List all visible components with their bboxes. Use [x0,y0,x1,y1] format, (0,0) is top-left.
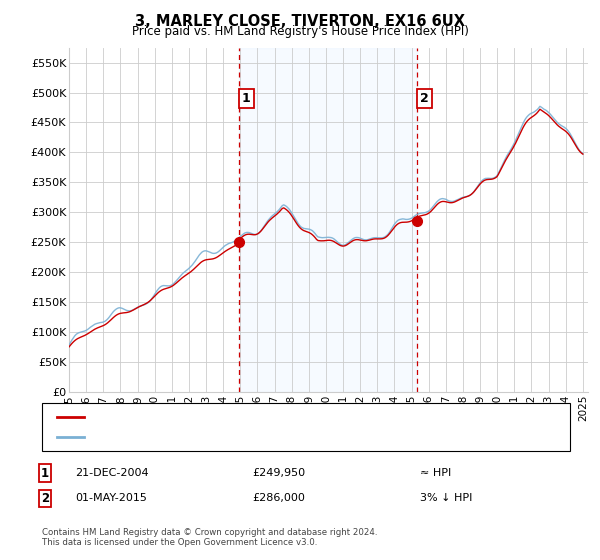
Bar [239,48,417,392]
Text: 2: 2 [41,492,49,505]
Text: 3% ↓ HPI: 3% ↓ HPI [420,493,472,503]
Text: Price paid vs. HM Land Registry's House Price Index (HPI): Price paid vs. HM Land Registry's House … [131,25,469,38]
Text: 3, MARLEY CLOSE, TIVERTON, EX16 6UX (detached house): 3, MARLEY CLOSE, TIVERTON, EX16 6UX (det… [89,412,408,422]
Text: 01-MAY-2015: 01-MAY-2015 [75,493,147,503]
Text: 1: 1 [41,466,49,480]
Text: ≈ HPI: ≈ HPI [420,468,451,478]
Text: 2: 2 [420,92,428,105]
Text: 3, MARLEY CLOSE, TIVERTON, EX16 6UX: 3, MARLEY CLOSE, TIVERTON, EX16 6UX [135,14,465,29]
Text: 21-DEC-2004: 21-DEC-2004 [75,468,149,478]
Text: Contains HM Land Registry data © Crown copyright and database right 2024.
This d: Contains HM Land Registry data © Crown c… [42,528,377,547]
Text: £249,950: £249,950 [252,468,305,478]
Text: £286,000: £286,000 [252,493,305,503]
Text: 1: 1 [242,92,251,105]
Text: HPI: Average price, detached house, Mid Devon: HPI: Average price, detached house, Mid … [89,432,349,442]
